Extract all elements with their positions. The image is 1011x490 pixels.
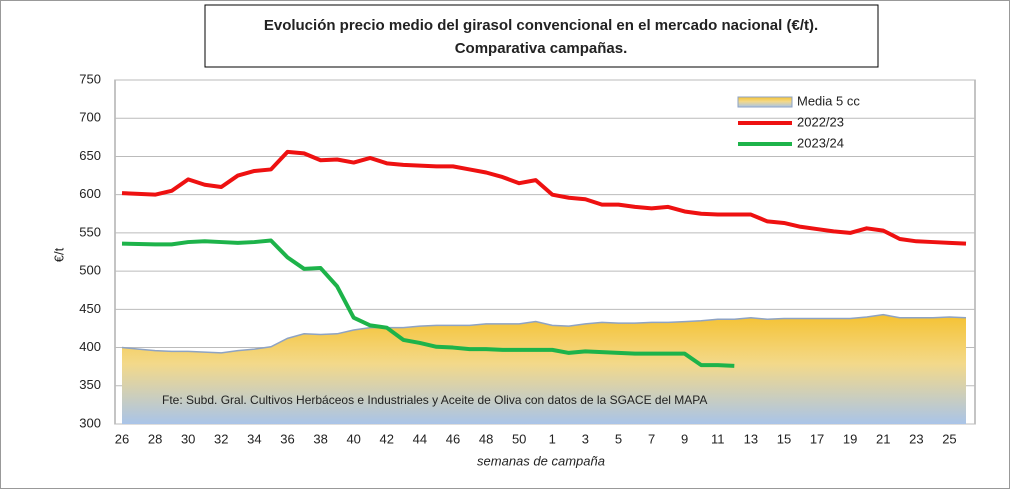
x-tick-label: 32 [214, 431, 228, 446]
x-tick-label: 34 [247, 431, 261, 446]
y-tick-label: 300 [79, 415, 101, 430]
x-tick-label: 38 [313, 431, 327, 446]
x-tick-label: 50 [512, 431, 526, 446]
x-tick-label: 11 [711, 431, 725, 446]
legend-label: 2022/23 [797, 114, 844, 129]
plot-layer [115, 79, 975, 425]
line [121, 238, 735, 368]
x-tick-label: 23 [909, 431, 923, 446]
y-axis-title: €/t [51, 247, 66, 262]
x-tick-label: 28 [148, 431, 162, 446]
y-tick-label: 450 [79, 301, 101, 316]
area-outline [121, 313, 967, 354]
legend-swatch [737, 96, 793, 108]
x-tick-label: 9 [681, 431, 688, 446]
chart-subtitle: Comparativa campañas. [455, 40, 628, 57]
x-tick-label: 46 [446, 431, 460, 446]
y-tick-label: 400 [79, 339, 101, 354]
x-tick-label: 48 [479, 431, 493, 446]
y-tick-label: 750 [79, 71, 101, 86]
x-tick-label: 26 [115, 431, 129, 446]
x-tick-label: 3 [582, 431, 589, 446]
x-tick-label: 13 [744, 431, 758, 446]
x-tick-label: 44 [413, 431, 427, 446]
chart-title: Evolución precio medio del girasol conve… [264, 17, 818, 34]
x-axis-title: semanas de campaña [477, 453, 605, 468]
x-tick-label: 21 [876, 431, 890, 446]
x-tick-label: 42 [380, 431, 394, 446]
x-tick-label: 5 [615, 431, 622, 446]
legend-label: Media 5 cc [797, 93, 860, 108]
x-tick-label: 1 [549, 431, 556, 446]
y-tick-label: 500 [79, 263, 101, 278]
y-tick-label: 650 [79, 148, 101, 163]
title-box [204, 4, 879, 68]
x-tick-label: 36 [280, 431, 294, 446]
legend-label: 2023/24 [797, 135, 844, 150]
x-tick-label: 17 [810, 431, 824, 446]
x-tick-label: 15 [777, 431, 791, 446]
y-tick-label: 600 [79, 186, 101, 201]
source-note: Fte: Subd. Gral. Cultivos Herbáceos e In… [162, 393, 707, 407]
y-tick-label: 550 [79, 224, 101, 239]
x-tick-label: 7 [648, 431, 655, 446]
x-tick-label: 25 [942, 431, 956, 446]
x-tick-label: 40 [346, 431, 360, 446]
x-tick-label: 19 [843, 431, 857, 446]
area [122, 314, 966, 424]
line [121, 149, 967, 246]
y-tick-label: 700 [79, 110, 101, 125]
y-tick-label: 350 [79, 377, 101, 392]
x-tick-label: 30 [181, 431, 195, 446]
